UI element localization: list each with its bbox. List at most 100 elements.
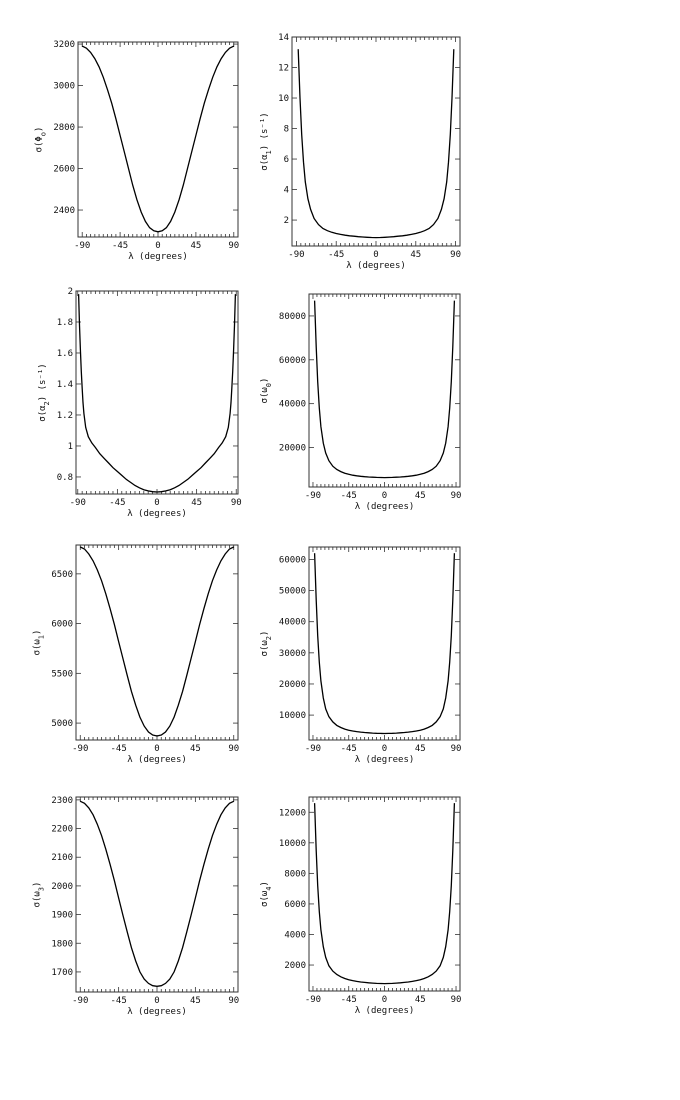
y-tick-label: 6 bbox=[284, 155, 289, 165]
y-tick-label: 20000 bbox=[279, 444, 306, 454]
x-axis-label: λ (degrees) bbox=[127, 755, 187, 765]
y-tick-label: 60000 bbox=[279, 555, 306, 565]
y-tick-label: 5500 bbox=[51, 669, 73, 679]
y-tick-label: 1.2 bbox=[57, 411, 73, 421]
y-tick-label: 2100 bbox=[51, 853, 73, 863]
x-tick-label: -45 bbox=[109, 498, 125, 508]
series-line-1 bbox=[80, 800, 234, 987]
x-axis-label: λ (degrees) bbox=[355, 502, 415, 512]
x-tick-label: 90 bbox=[451, 995, 462, 1005]
x-tick-label: -90 bbox=[72, 744, 88, 754]
y-tick-label: 0.8 bbox=[57, 473, 73, 483]
y-tick-label: 12 bbox=[278, 64, 289, 74]
x-tick-label: 45 bbox=[191, 498, 202, 508]
plot-frame bbox=[77, 41, 239, 238]
y-tick-label: 12000 bbox=[279, 808, 306, 818]
series-line-1 bbox=[313, 300, 456, 479]
y-tick-label: 6000 bbox=[51, 620, 73, 630]
x-tick-label: 45 bbox=[415, 491, 426, 501]
x-tick-label: 0 bbox=[154, 498, 159, 508]
series-line-1 bbox=[297, 49, 455, 239]
x-tick-label: 90 bbox=[228, 996, 239, 1006]
plot-frame bbox=[308, 796, 461, 992]
chart-panel-3: -90 -45 0 45 90 0.8 1 1.2 1.4 1.6 1.8 2 λ (degrees) σ… bbox=[38, 287, 241, 519]
y-tick-label: 1800 bbox=[51, 939, 73, 949]
x-tick-label: -90 bbox=[72, 996, 88, 1006]
x-tick-label: 90 bbox=[228, 241, 239, 251]
x-tick-label: 45 bbox=[190, 241, 201, 251]
y-tick-label: 2 bbox=[68, 287, 73, 297]
x-tick-label: -90 bbox=[305, 744, 321, 754]
x-tick-label: 90 bbox=[451, 744, 462, 754]
y-tick-label: 1700 bbox=[51, 968, 73, 978]
y-tick-label: 3000 bbox=[53, 82, 75, 92]
y-tick-label: 2200 bbox=[51, 825, 73, 835]
y-axis-label: σ(ω3) bbox=[33, 882, 46, 908]
chart-panel-6: -90 -45 0 45 90 10000 20000 30000 40000 50000 6000… bbox=[260, 546, 462, 765]
y-tick-label: 1.4 bbox=[57, 380, 73, 390]
plot-frame bbox=[308, 293, 461, 488]
x-tick-label: 0 bbox=[154, 744, 159, 754]
y-tick-label: 4000 bbox=[284, 930, 306, 940]
y-axis-label: σ(α2) (s⁻¹) bbox=[38, 363, 51, 421]
y-tick-label: 60000 bbox=[279, 356, 306, 366]
x-tick-label: 0 bbox=[154, 996, 159, 1006]
y-tick-label: 40000 bbox=[279, 400, 306, 410]
plot-frame bbox=[75, 544, 239, 741]
plot-frame bbox=[75, 796, 239, 993]
x-tick-label: 90 bbox=[450, 250, 461, 260]
x-tick-label: 0 bbox=[155, 241, 160, 251]
plot-frame bbox=[291, 36, 461, 247]
series-line-1 bbox=[313, 553, 456, 735]
x-tick-label: 0 bbox=[382, 995, 387, 1005]
x-tick-label: 45 bbox=[415, 744, 426, 754]
y-tick-label: 2400 bbox=[53, 206, 75, 216]
x-tick-label: 45 bbox=[415, 995, 426, 1005]
y-tick-label: 10000 bbox=[279, 711, 306, 721]
y-axis-label: σ(Φo) bbox=[35, 127, 48, 153]
chart-panel-5: -90 -45 0 45 90 5000 5500 6000 6500 λ (degrees) σ(… bbox=[33, 544, 239, 765]
y-axis-label: σ(ω4) bbox=[260, 881, 273, 907]
chart-panel-1: -90 -45 0 45 90 2400 2600 2800 3000 3200 λ (degree… bbox=[35, 40, 240, 262]
x-tick-label: -45 bbox=[110, 996, 126, 1006]
x-tick-label: -90 bbox=[74, 241, 90, 251]
y-tick-label: 50000 bbox=[279, 587, 306, 597]
x-axis-label: λ (degrees) bbox=[355, 1006, 415, 1016]
y-tick-label: 2000 bbox=[284, 961, 306, 971]
x-tick-label: -90 bbox=[288, 250, 304, 260]
y-tick-label: 2 bbox=[284, 216, 289, 226]
y-tick-label: 2300 bbox=[51, 796, 73, 806]
series-line-1 bbox=[81, 45, 235, 233]
y-tick-label: 2600 bbox=[53, 165, 75, 175]
series-line-1 bbox=[313, 803, 456, 985]
x-tick-label: -45 bbox=[110, 744, 126, 754]
chart-panel-8: -90 -45 0 45 90 2000 4000 6000 8000 10000 12000 λ (… bbox=[260, 796, 462, 1016]
chart-panel-4: -90 -45 0 45 90 20000 40000 60000 80000 λ (degree… bbox=[260, 293, 462, 512]
y-tick-label: 10 bbox=[278, 94, 289, 104]
y-tick-label: 10000 bbox=[279, 839, 306, 849]
x-tick-label: 0 bbox=[382, 491, 387, 501]
y-tick-label: 14 bbox=[278, 33, 289, 43]
y-tick-label: 3200 bbox=[53, 40, 75, 50]
x-axis-label: λ (degrees) bbox=[346, 261, 406, 271]
x-tick-label: 0 bbox=[373, 250, 378, 260]
chart-panel-2: -90 -45 0 45 90 2 4 6 8 10 12 14 λ (degrees) σ(α1) (s… bbox=[260, 33, 461, 271]
x-axis-label: λ (degrees) bbox=[355, 755, 415, 765]
x-axis-label: λ (degrees) bbox=[128, 252, 188, 262]
y-tick-label: 8000 bbox=[284, 869, 306, 879]
x-tick-label: 45 bbox=[190, 744, 201, 754]
y-tick-label: 2000 bbox=[51, 882, 73, 892]
y-tick-label: 30000 bbox=[279, 649, 306, 659]
y-tick-label: 1.6 bbox=[57, 349, 73, 359]
y-axis-label: σ(ω1) bbox=[33, 630, 46, 656]
x-tick-label: -90 bbox=[305, 995, 321, 1005]
plot-frame bbox=[75, 290, 239, 495]
x-tick-label: 45 bbox=[410, 250, 421, 260]
y-tick-label: 8 bbox=[284, 125, 289, 135]
x-tick-label: -45 bbox=[341, 491, 357, 501]
y-tick-label: 1 bbox=[68, 442, 73, 452]
x-tick-label: -90 bbox=[305, 491, 321, 501]
x-tick-label: 90 bbox=[451, 491, 462, 501]
y-tick-label: 5000 bbox=[51, 719, 73, 729]
